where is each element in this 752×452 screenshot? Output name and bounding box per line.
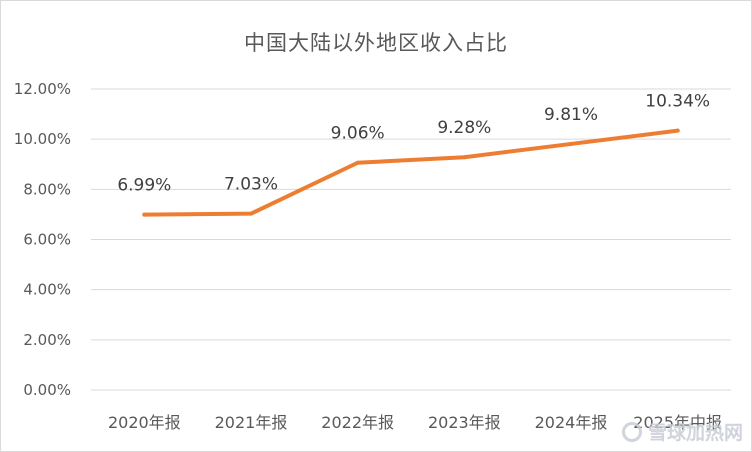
data-label: 9.06% — [331, 124, 385, 144]
data-label: 9.28% — [437, 118, 491, 138]
snowball-logo-icon — [621, 421, 642, 442]
series-line — [142, 128, 680, 217]
data-label: 10.34% — [645, 92, 710, 112]
y-tick-label: 10.00% — [14, 130, 71, 148]
watermark: 雪球加热网 — [621, 418, 743, 445]
data-point — [249, 211, 253, 216]
data-point — [355, 160, 360, 165]
data-point — [569, 141, 573, 146]
x-tick-label: 2022年报 — [321, 413, 394, 432]
x-tick-label: 2024年报 — [535, 413, 608, 432]
y-tick-label: 8.00% — [23, 180, 71, 198]
y-tick-label: 12.00% — [14, 80, 71, 98]
data-point — [462, 155, 467, 160]
y-tick-label: 0.00% — [23, 381, 71, 399]
data-point — [675, 128, 680, 133]
x-tick-label: 2020年报 — [108, 413, 181, 432]
chart-title: 中国大陆以外地区收入占比 — [244, 31, 508, 55]
watermark-text: 雪球加热网 — [647, 422, 743, 444]
x-tick-label: 2023年报 — [428, 413, 501, 432]
x-tick-label: 2021年报 — [215, 413, 288, 432]
y-tick-label: 2.00% — [23, 331, 71, 349]
data-label: 9.81% — [544, 105, 598, 125]
data-label: 6.99% — [117, 176, 171, 196]
x-tick-label: 2025年中报 — [633, 413, 722, 432]
data-label: 7.03% — [224, 175, 278, 195]
y-tick-label: 6.00% — [23, 231, 71, 249]
y-tick-label: 4.00% — [23, 281, 71, 299]
data-point — [142, 212, 147, 217]
